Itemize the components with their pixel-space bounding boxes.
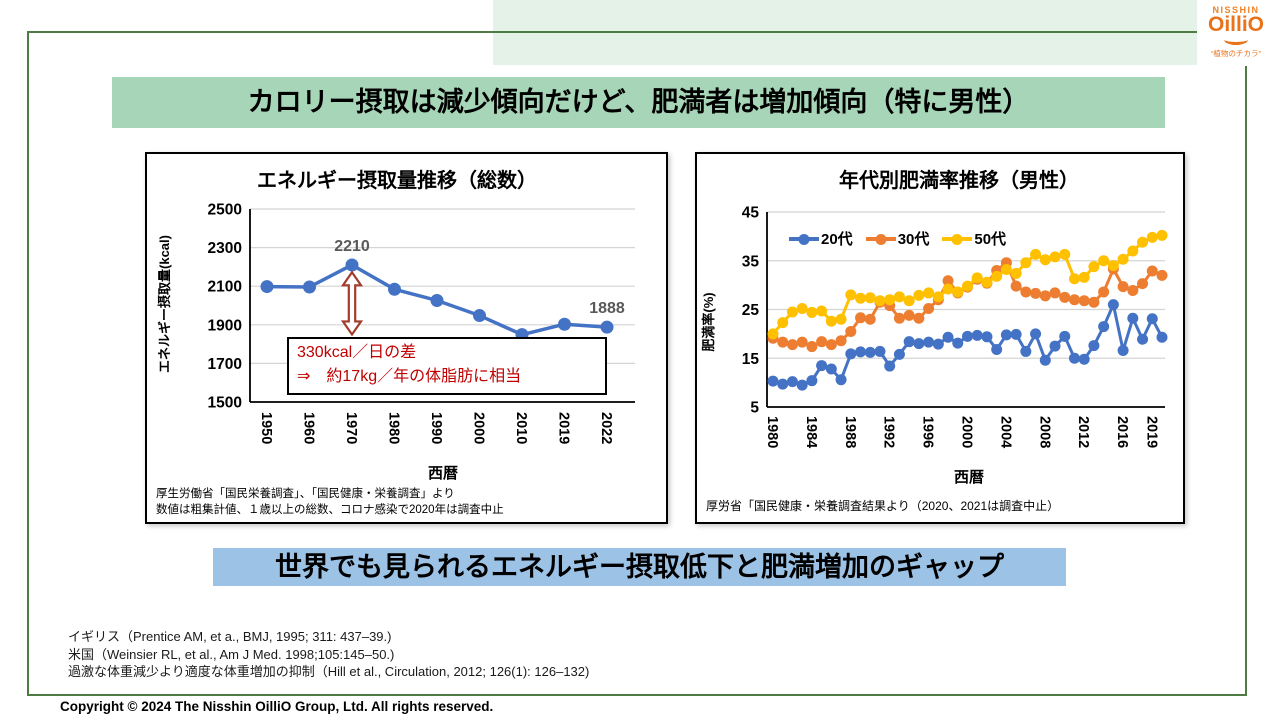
svg-text:西暦: 西暦	[954, 469, 984, 486]
svg-text:25: 25	[742, 302, 760, 319]
page-title-bar: カロリー摂取は減少傾向だけど、肥満者は増加傾向（特に男性）	[112, 77, 1165, 128]
reference-line-2: 米国（Weinsier RL, et al., Am J Med. 1998;1…	[68, 646, 395, 662]
legend-marker-20s-icon	[789, 233, 819, 245]
svg-text:2019: 2019	[1143, 416, 1159, 448]
energy-chart-canvas: 2500 2300 2100 1900 1700 1500 1950 1960 1970 1980…	[157, 168, 635, 482]
svg-text:2000: 2000	[959, 416, 975, 448]
legend-item-20s: 20代	[789, 228, 853, 249]
svg-text:1992: 1992	[881, 416, 897, 448]
svg-text:1988: 1988	[842, 416, 858, 448]
reference-line-1: イギリス（Prentice AM, et a., BMJ, 1995; 311:…	[68, 629, 392, 644]
frame-border-left	[27, 31, 29, 696]
svg-text:2210: 2210	[334, 238, 370, 255]
chart-legend: 20代 30代 50代	[789, 228, 1006, 249]
smile-icon	[1224, 34, 1248, 45]
nisshin-oillio-logo: NISSHIN OilliO “植物のチカラ”	[1197, 0, 1275, 66]
logo-oillio-text: OilliO	[1207, 13, 1264, 36]
svg-text:2019: 2019	[556, 412, 572, 444]
svg-text:2010: 2010	[513, 412, 529, 444]
frame-border-top	[27, 31, 1197, 33]
highlight-text: 世界でも見られるエネルギー摂取低下と肥満増加のギャップ	[275, 552, 1004, 582]
frame-border-bottom	[27, 694, 1247, 696]
svg-text:1980: 1980	[386, 412, 402, 444]
logo-tagline: “植物のチカラ”	[1211, 49, 1261, 58]
svg-text:1970: 1970	[343, 412, 359, 444]
svg-text:1950: 1950	[258, 412, 274, 444]
svg-text:1980: 1980	[764, 416, 780, 448]
highlight-banner: 世界でも見られるエネルギー摂取低下と肥満増加のギャップ	[213, 548, 1066, 586]
energy-chart-panel: 2500 2300 2100 1900 1700 1500 1950 1960 1970 1980…	[145, 152, 668, 524]
legend-label-50s: 50代	[974, 231, 1007, 248]
legend-marker-30s-icon	[865, 233, 896, 245]
svg-text:1984: 1984	[803, 416, 819, 448]
svg-text:2100: 2100	[208, 279, 242, 296]
logo-nisshin-text: NISSHIN	[1212, 5, 1260, 15]
svg-text:1500: 1500	[208, 395, 242, 412]
reference-line-3: 過激な体重減少より適度な体重増加の抑制（Hill et al., Circula…	[68, 664, 590, 679]
svg-text:1960: 1960	[301, 412, 317, 444]
svg-text:1888: 1888	[589, 300, 625, 317]
svg-text:1700: 1700	[208, 356, 242, 373]
obesity-source-note: 厚労省「国民健康・栄養調査結果より（2020、2021は調査中止）	[706, 499, 1060, 513]
page-title: カロリー摂取は減少傾向だけど、肥満者は増加傾向（特に男性）	[247, 87, 1030, 117]
svg-text:1900: 1900	[208, 317, 242, 334]
annotation-line-1: 330kcal／日の差	[297, 344, 417, 361]
obesity-chart-canvas: 45 35 25 15 5 1980 1984 1988 1992 1996 2000 2004 200…	[701, 168, 1168, 486]
energy-source-line-2: 数値は粗集計値、１歳以上の総数、コロナ感染で2020年は調査中止	[156, 504, 504, 516]
svg-text:35: 35	[742, 253, 760, 270]
svg-text:2012: 2012	[1075, 416, 1091, 448]
svg-text:西暦: 西暦	[428, 465, 458, 482]
annotation-box: 330kcal／日の差 ⇒ 約17kg／年の体脂肪に相当	[287, 337, 607, 395]
svg-text:肥満率(%): 肥満率(%)	[701, 292, 716, 351]
svg-text:15: 15	[742, 351, 760, 368]
svg-text:2004: 2004	[997, 416, 1013, 448]
svg-text:2300: 2300	[208, 240, 242, 257]
legend-marker-50s-icon	[942, 233, 973, 245]
svg-text:2016: 2016	[1114, 416, 1130, 448]
copyright-text: Copyright © 2024 The Nisshin OilliO Grou…	[60, 699, 494, 714]
legend-item-50s: 50代	[942, 228, 1006, 249]
legend-label-30s: 30代	[897, 231, 930, 248]
svg-text:2022: 2022	[598, 412, 614, 444]
svg-text:エネルギー摂取量(kcal): エネルギー摂取量(kcal)	[157, 235, 172, 373]
obesity-chart-panel: 45 35 25 15 5 1980 1984 1988 1992 1996 2000 2004 200…	[695, 152, 1185, 524]
svg-text:エネルギー摂取量推移（総数）: エネルギー摂取量推移（総数）	[257, 168, 537, 192]
annotation-line-2: ⇒ 約17kg／年の体脂肪に相当	[297, 368, 522, 385]
svg-text:2008: 2008	[1036, 416, 1052, 448]
energy-source-line-1: 厚生労働省「国民栄養調査」、「国民健康・栄養調査」より	[156, 488, 455, 500]
svg-text:1996: 1996	[920, 416, 936, 448]
legend-label-20s: 20代	[821, 231, 853, 248]
energy-source-note: 厚生労働省「国民栄養調査」、「国民健康・栄養調査」より 数値は粗集計値、１歳以上…	[156, 486, 504, 518]
frame-border-right	[1245, 66, 1247, 696]
svg-text:2000: 2000	[471, 412, 487, 444]
svg-text:45: 45	[742, 205, 760, 222]
svg-text:年代別肥満率推移（男性）: 年代別肥満率推移（男性）	[839, 168, 1079, 192]
legend-item-30s: 30代	[865, 228, 930, 249]
svg-text:2500: 2500	[208, 202, 242, 219]
svg-text:1990: 1990	[428, 412, 444, 444]
references-block: イギリス（Prentice AM, et a., BMJ, 1995; 311:…	[68, 628, 589, 681]
svg-text:5: 5	[750, 400, 759, 417]
